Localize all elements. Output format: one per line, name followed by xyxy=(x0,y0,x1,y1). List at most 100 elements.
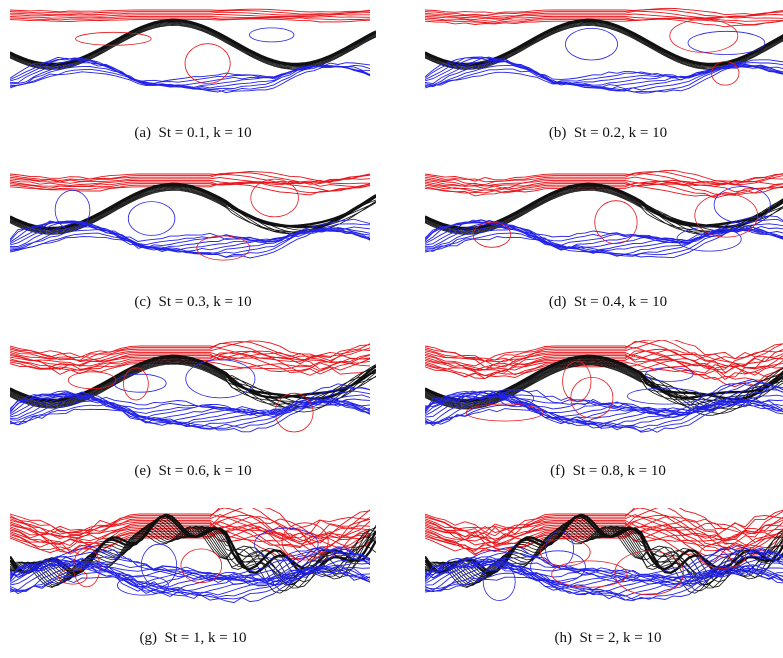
vortex-loop xyxy=(698,542,747,569)
lower-trajectory xyxy=(425,219,783,253)
upper-trajectory xyxy=(10,8,371,13)
caption-h: (h) St = 2, k = 10 xyxy=(554,630,662,646)
trajectory-plot-f xyxy=(425,340,783,433)
middle-trajectory xyxy=(10,523,376,583)
vortex-loop xyxy=(626,387,703,405)
middle-trajectory xyxy=(425,362,783,410)
lower-trajectory xyxy=(425,556,783,591)
vortex-loop xyxy=(116,575,169,596)
upper-trajectory xyxy=(425,170,783,186)
vortex-loop xyxy=(75,31,152,46)
lower-trajectory xyxy=(425,547,783,585)
panel-g xyxy=(10,508,376,613)
lower-trajectory xyxy=(10,393,371,418)
upper-trajectory xyxy=(10,347,371,363)
lower-trajectory xyxy=(10,555,371,592)
caption-e: (e) St = 0.6, k = 10 xyxy=(134,463,252,479)
middle-trajectory xyxy=(425,187,783,236)
upper-trajectory xyxy=(10,11,371,16)
trajectory-plot-a xyxy=(10,8,376,94)
lower-trajectory xyxy=(10,387,371,418)
lower-trajectory xyxy=(425,381,783,413)
vortex-loop xyxy=(180,548,223,584)
lower-trajectory xyxy=(425,219,783,246)
vortex-loop xyxy=(499,389,534,408)
lower-trajectory xyxy=(10,553,371,587)
vortex-loop xyxy=(545,530,575,568)
vortex-loop xyxy=(565,28,618,61)
upper-trajectory xyxy=(425,17,783,22)
middle-trajectory xyxy=(10,188,376,234)
upper-trajectory xyxy=(425,353,783,370)
vortex-loop xyxy=(274,392,314,433)
caption-b: (b) St = 0.2, k = 10 xyxy=(548,125,668,141)
trajectory-plot-g xyxy=(10,508,376,604)
panel-e xyxy=(10,340,376,445)
upper-trajectory xyxy=(10,341,371,363)
vortex-loop xyxy=(644,367,694,382)
middle-trajectory xyxy=(425,183,783,231)
vortex-loop xyxy=(196,235,251,261)
vortex-loop xyxy=(676,226,742,252)
upper-trajectory xyxy=(10,15,371,19)
vortex-loop xyxy=(562,360,592,402)
lower-trajectory xyxy=(425,390,783,425)
upper-trajectory xyxy=(10,519,371,540)
upper-trajectory xyxy=(425,15,783,20)
middle-trajectory xyxy=(425,364,783,416)
vortex-loop xyxy=(67,371,117,390)
middle-trajectory xyxy=(425,524,783,584)
upper-trajectory xyxy=(10,508,371,545)
vortex-loop xyxy=(184,43,231,84)
caption-f: (f) St = 0.8, k = 10 xyxy=(550,463,666,479)
lower-trajectory xyxy=(425,564,783,602)
upper-trajectory xyxy=(10,516,371,549)
middle-trajectory xyxy=(425,21,783,67)
upper-trajectory xyxy=(10,177,371,186)
middle-trajectory xyxy=(425,526,783,594)
upper-trajectory xyxy=(10,172,371,185)
middle-trajectory xyxy=(10,362,376,409)
vortex-loop xyxy=(711,61,740,86)
lower-trajectory xyxy=(425,548,783,588)
vortex-loop xyxy=(185,359,256,399)
upper-trajectory xyxy=(425,17,783,25)
vortex-loop xyxy=(250,178,299,218)
vortex-loop xyxy=(472,221,512,248)
lower-trajectory xyxy=(10,546,371,583)
trajectory-plot-d xyxy=(425,170,783,259)
upper-trajectory xyxy=(10,17,371,21)
vortex-loop xyxy=(594,200,638,245)
lower-trajectory xyxy=(10,397,371,428)
upper-trajectory xyxy=(425,508,783,542)
upper-trajectory xyxy=(10,529,371,545)
upper-trajectory xyxy=(425,180,783,190)
vortex-loop xyxy=(123,367,149,401)
lower-trajectory xyxy=(425,565,783,601)
upper-trajectory xyxy=(425,521,783,547)
middle-trajectory xyxy=(10,23,376,69)
lower-trajectory xyxy=(425,381,783,419)
lower-trajectory xyxy=(10,220,371,250)
lower-trajectory xyxy=(425,378,783,418)
panel-a xyxy=(10,4,376,109)
trajectory-plot-b xyxy=(425,7,783,94)
upper-trajectory xyxy=(425,518,783,543)
vortex-loop xyxy=(482,562,516,601)
upper-trajectory xyxy=(10,340,371,362)
vortex-loop xyxy=(58,568,88,585)
lower-trajectory xyxy=(425,397,783,431)
lower-trajectory xyxy=(10,391,371,424)
vortex-loop xyxy=(570,377,614,419)
vortex-loop xyxy=(540,538,591,567)
lower-trajectory xyxy=(425,226,783,257)
vortex-loop xyxy=(687,30,766,55)
upper-trajectory xyxy=(425,519,783,538)
upper-trajectory xyxy=(425,179,783,187)
vortex-loop xyxy=(551,560,628,588)
vortex-loop xyxy=(614,550,684,596)
panel-d xyxy=(425,168,783,273)
upper-trajectory xyxy=(10,171,371,183)
upper-trajectory xyxy=(10,521,371,549)
vortex-loop xyxy=(73,547,101,588)
